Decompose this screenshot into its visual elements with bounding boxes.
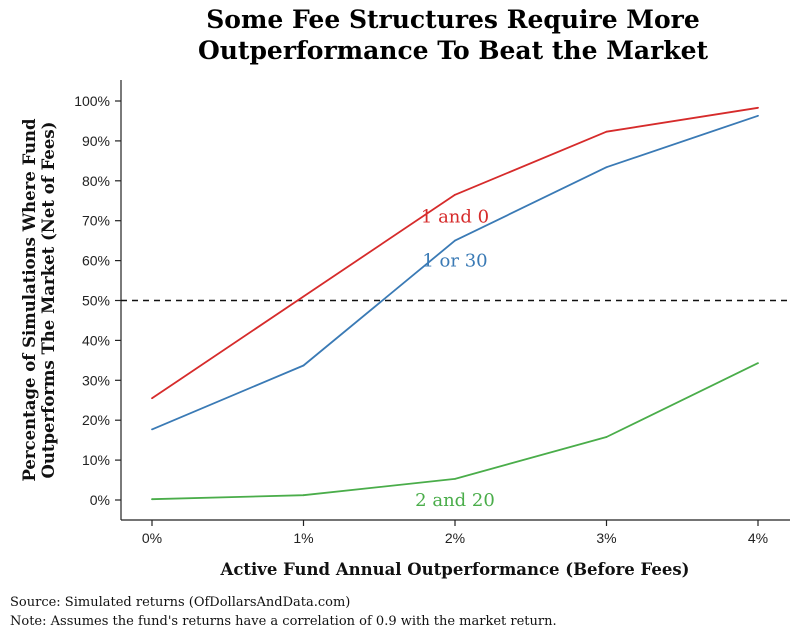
data-point-1-or-30 <box>757 114 759 117</box>
y-axis-title-line-1: Percentage of Simulations Where Fund <box>20 118 39 482</box>
data-point-1-or-30 <box>151 428 153 431</box>
data-point-2-and-20 <box>605 436 608 438</box>
y-tick-label: 40% <box>82 332 110 348</box>
y-tick-label: 10% <box>82 452 110 468</box>
y-tick-label: 70% <box>82 213 110 229</box>
data-point-1-and-0 <box>757 106 759 109</box>
x-axis-title: Active Fund Annual Outperformance (Befor… <box>220 560 690 579</box>
y-tick-label: 60% <box>82 253 110 269</box>
chart-title-line-2: Outperformance To Beat the Market <box>198 36 709 65</box>
series-labels: 1 and 0 1 or 30 2 and 20 <box>415 207 495 511</box>
series-line-1-or-30 <box>151 114 759 431</box>
x-ticks: 0% 1% 2% 3% 4% <box>142 520 768 546</box>
y-tick-label: 90% <box>82 133 110 149</box>
y-axis-title: Percentage of Simulations Where Fund Out… <box>20 118 58 482</box>
y-tick-label: 30% <box>82 372 110 388</box>
y-tick-label: 100% <box>74 93 110 109</box>
data-point-1-and-0 <box>454 193 456 196</box>
series-label-2-and-20: 2 and 20 <box>415 490 495 511</box>
series-group <box>151 106 759 501</box>
y-tick-label: 50% <box>82 293 110 309</box>
data-point-2-and-20 <box>151 498 153 501</box>
data-point-2-and-20 <box>454 477 456 480</box>
y-ticks: 0% 10% 20% 30% 40% 50% 60% 70% 80% 90% 100% <box>74 93 121 508</box>
x-tick-label: 2% <box>445 530 465 546</box>
series-label-1-and-0: 1 and 0 <box>421 207 489 228</box>
data-point-2-and-20 <box>302 494 305 497</box>
data-point-1-or-30 <box>605 166 608 169</box>
data-point-1-or-30 <box>454 239 456 242</box>
data-point-2-and-20 <box>757 362 759 365</box>
data-point-1-or-30 <box>302 364 305 367</box>
data-point-1-and-0 <box>605 130 608 133</box>
y-tick-label: 20% <box>82 412 110 428</box>
x-tick-label: 4% <box>748 530 768 546</box>
footnote-note: Note: Assumes the fund's returns have a … <box>10 614 557 629</box>
data-point-1-and-0 <box>302 295 305 298</box>
x-tick-label: 0% <box>142 530 162 546</box>
y-tick-label: 80% <box>82 173 110 189</box>
y-tick-label: 0% <box>90 492 110 508</box>
chart-title-line-1: Some Fee Structures Require More <box>206 5 699 34</box>
data-point-1-and-0 <box>151 397 153 400</box>
source-note: Source: Simulated returns (OfDollarsAndD… <box>10 595 350 610</box>
series-label-1-or-30: 1 or 30 <box>422 251 487 272</box>
x-tick-label: 3% <box>596 530 616 546</box>
x-tick-label: 1% <box>293 530 313 546</box>
y-axis-title-line-2: Outperforms The Market (Net of Fees) <box>39 122 58 479</box>
